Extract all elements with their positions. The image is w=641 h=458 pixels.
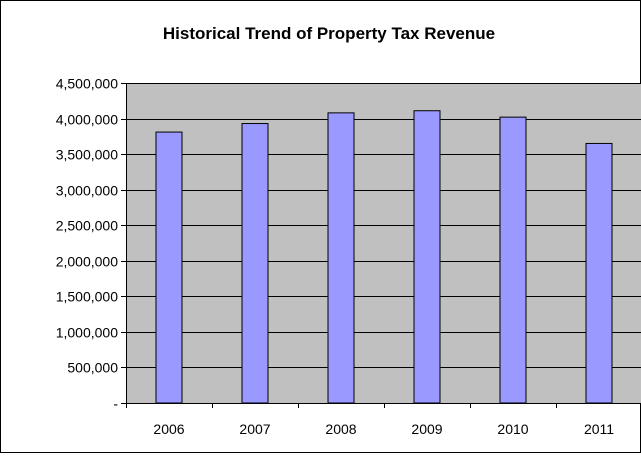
axes <box>126 83 641 404</box>
x-tick-label: 2007 <box>239 421 270 437</box>
plot-area <box>126 83 641 403</box>
bar-2009 <box>413 110 441 404</box>
x-tick-label: 2011 <box>584 421 614 437</box>
bar-2006 <box>155 131 183 404</box>
y-tick-label: 2,500,000 <box>56 218 118 234</box>
y-tick-label: - <box>113 396 118 412</box>
x-tick-label: 2010 <box>497 421 528 437</box>
x-tick-labels: 2006 2007 2008 2009 2010 2011 <box>126 403 614 437</box>
y-tick-labels: - 500,000 1,000,000 1,500,000 2,000,000 2,500… <box>56 76 126 412</box>
y-tick-label: 500,000 <box>67 360 118 376</box>
y-tick-label: 1,500,000 <box>56 289 118 305</box>
y-tick-label: 3,000,000 <box>56 183 118 199</box>
bar-2011 <box>585 142 613 404</box>
bar-2007 <box>241 123 269 404</box>
y-tick-label: 2,000,000 <box>56 254 118 270</box>
x-tick-label: 2006 <box>153 421 184 437</box>
gridlines <box>126 83 641 368</box>
y-tick-label: 4,000,000 <box>56 112 118 128</box>
bar-2010 <box>499 116 527 404</box>
bars <box>155 110 613 404</box>
x-tick-label: 2008 <box>325 421 356 437</box>
chart-title: Historical Trend of Property Tax Revenue <box>163 24 495 43</box>
y-tick-label: 3,500,000 <box>56 147 118 163</box>
y-tick-label: 4,500,000 <box>56 76 118 92</box>
y-tick-label: 1,000,000 <box>56 325 118 341</box>
bar-2008 <box>327 112 355 404</box>
x-tick-label: 2009 <box>411 421 442 437</box>
